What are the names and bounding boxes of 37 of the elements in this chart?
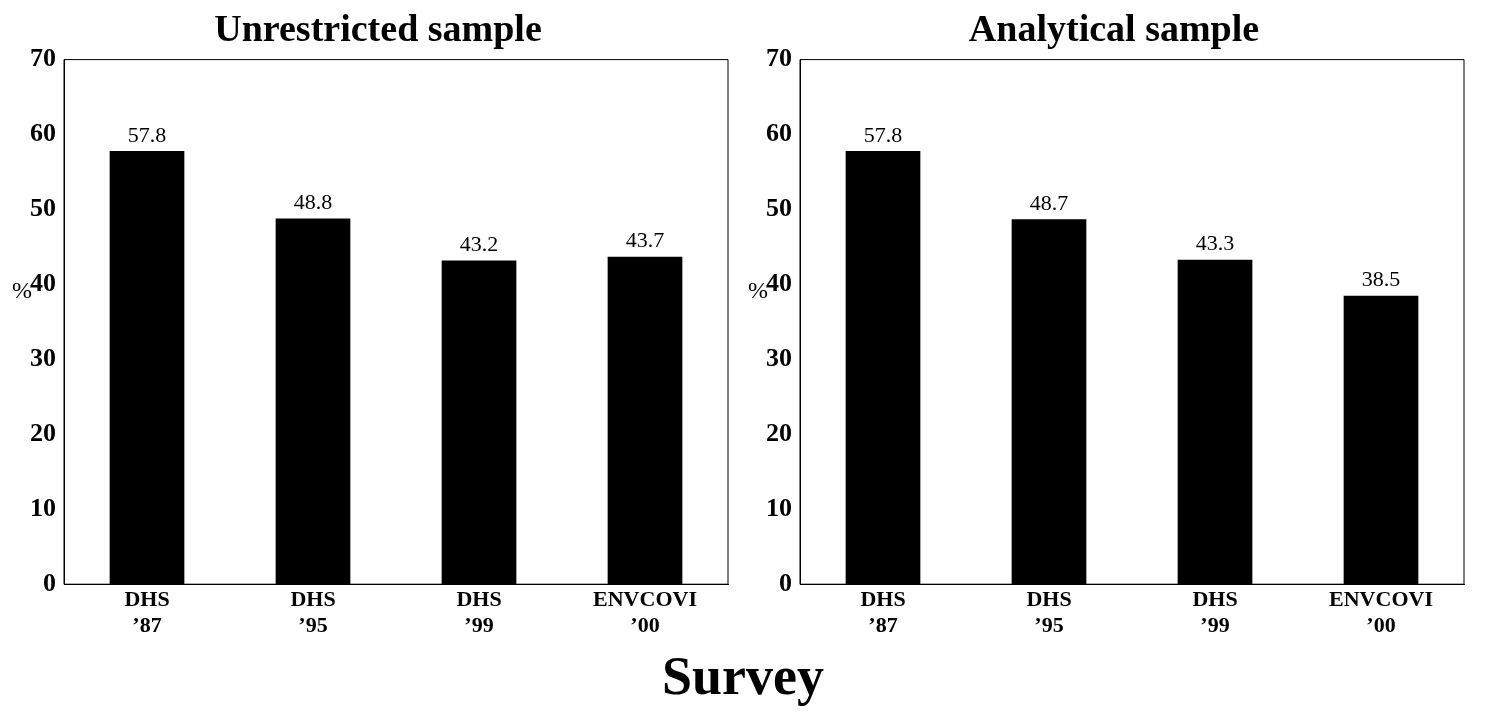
y-axis-title: % [12, 277, 32, 304]
y-tick-label: 40 [766, 268, 792, 298]
y-tick-label: 40 [30, 268, 56, 298]
data-label: 57.8 [863, 121, 903, 147]
x-tick-label: ENVCOVI ’00 [1329, 586, 1433, 638]
x-tick-label: DHS ’87 [860, 586, 906, 638]
data-label: 57.8 [127, 121, 167, 147]
x-tick-label: DHS ’95 [290, 586, 336, 638]
y-tick-label: 30 [766, 343, 792, 373]
y-axis-title: % [748, 277, 768, 304]
y-tick-label: 50 [766, 193, 792, 223]
y-tick-label: 10 [30, 492, 56, 522]
y-tick-label: 20 [766, 418, 792, 448]
data-label: 43.3 [1195, 230, 1235, 256]
y-tick-label: 20 [30, 418, 56, 448]
x-tick-label: DHS ’95 [1026, 586, 1072, 638]
data-label: 43.2 [459, 231, 499, 257]
chart-title: Unrestricted sample [214, 6, 542, 49]
x-tick-label: ENVCOVI ’00 [593, 586, 697, 638]
chart-title: Analytical sample [968, 6, 1260, 49]
y-tick-label: 30 [30, 343, 56, 373]
data-label: 48.7 [1029, 190, 1069, 216]
x-tick-label: DHS ’99 [1192, 586, 1238, 638]
data-label: 43.7 [625, 227, 665, 253]
x-tick-label: DHS ’99 [456, 586, 502, 638]
y-tick-label: 60 [766, 118, 792, 148]
y-tick-label: 0 [43, 567, 56, 597]
x-tick-label: DHS ’87 [124, 586, 170, 638]
y-tick-label: 50 [30, 193, 56, 223]
data-label: 48.8 [293, 189, 333, 215]
y-tick-label: 70 [30, 43, 56, 73]
x-axis-title: Survey [661, 645, 825, 708]
data-label: 38.5 [1361, 266, 1401, 292]
y-tick-label: 10 [766, 492, 792, 522]
y-tick-label: 60 [30, 118, 56, 148]
y-tick-label: 0 [779, 567, 792, 597]
y-tick-label: 70 [766, 43, 792, 73]
